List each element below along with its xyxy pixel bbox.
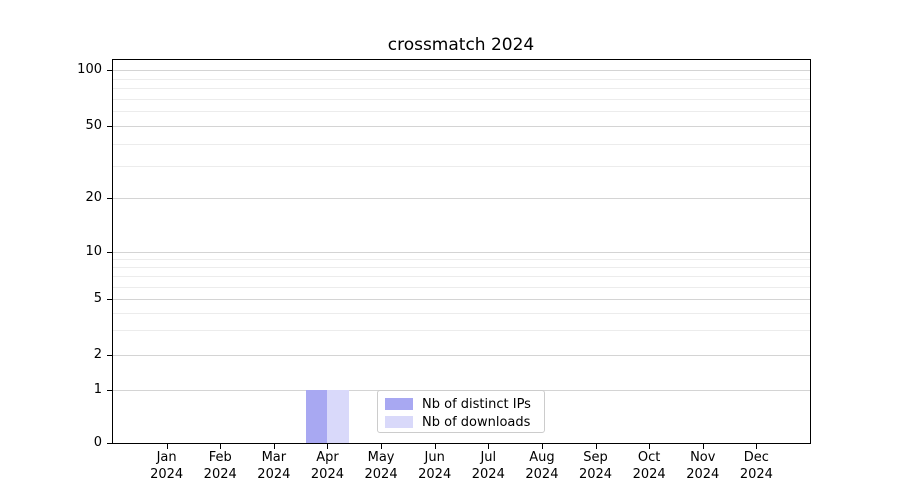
x-tick-month: Feb	[208, 450, 232, 465]
x-tick-month: Aug	[529, 450, 555, 465]
legend-label: Nb of distinct IPs	[422, 396, 531, 412]
legend-item: Nb of distinct IPs	[385, 395, 537, 413]
x-tick-month: Sep	[583, 450, 608, 465]
minor-gridline	[113, 259, 810, 260]
minor-gridline	[113, 99, 810, 100]
minor-gridline	[113, 267, 810, 268]
x-tick-month: Oct	[637, 450, 661, 465]
y-tick-label: 100	[77, 62, 102, 77]
x-tick-label: Mar 2024	[242, 449, 306, 483]
major-gridline	[113, 355, 810, 356]
x-tick-year: 2024	[471, 467, 505, 482]
x-tick-year: 2024	[525, 467, 559, 482]
x-tick-month: Dec	[743, 450, 769, 465]
chart-title: crossmatch 2024	[387, 35, 535, 55]
y-tick-label: 5	[93, 291, 102, 306]
y-tick-mark	[107, 252, 112, 253]
y-tick-label: 10	[85, 244, 102, 259]
minor-gridline	[113, 287, 810, 288]
minor-gridline	[113, 313, 810, 314]
y-tick-label: 50	[85, 118, 102, 133]
x-tick-year: 2024	[578, 467, 613, 482]
x-tick-mark	[273, 444, 275, 449]
x-tick-month: Jul	[480, 450, 497, 465]
x-tick-label: Nov 2024	[671, 449, 735, 483]
y-tick-mark	[107, 126, 112, 127]
x-tick-mark	[381, 444, 383, 449]
x-tick-mark	[649, 444, 651, 449]
minor-gridline	[113, 79, 810, 80]
y-tick-mark	[107, 299, 112, 300]
legend: Nb of distinct IPs Nb of downloads	[377, 390, 545, 433]
x-tick-month: May	[367, 450, 395, 465]
x-tick-mark	[756, 444, 758, 449]
y-tick-mark	[107, 443, 112, 444]
x-tick-label: Jun 2024	[403, 449, 467, 483]
major-gridline	[113, 252, 810, 253]
x-tick-mark	[541, 444, 543, 449]
major-gridline	[113, 299, 810, 300]
x-tick-year: 2024	[203, 467, 237, 482]
x-tick-mark	[434, 444, 436, 449]
x-tick-year: 2024	[364, 467, 398, 482]
x-tick-label: Apr 2024	[295, 449, 359, 483]
bar	[305, 390, 328, 443]
x-tick-label: Aug 2024	[510, 449, 574, 483]
x-tick-year: 2024	[150, 467, 184, 482]
x-tick-month: Jun	[424, 450, 445, 465]
minor-gridline	[113, 88, 810, 89]
x-tick-label: Jul 2024	[456, 449, 520, 483]
y-tick-mark	[107, 355, 112, 356]
plot-area: Nb of distinct IPs Nb of downloads	[112, 59, 811, 444]
x-tick-year: 2024	[686, 467, 720, 482]
x-tick-label: Oct 2024	[617, 449, 681, 483]
x-tick-month: Jan	[156, 450, 177, 465]
x-tick-label: Jan 2024	[135, 449, 199, 483]
x-tick-label: May 2024	[349, 449, 413, 483]
minor-gridline	[113, 111, 810, 112]
y-tick-mark	[107, 70, 112, 71]
x-tick-mark	[327, 444, 329, 449]
y-tick-label: 20	[85, 190, 102, 205]
x-tick-mark	[702, 444, 704, 449]
y-tick-mark	[107, 390, 112, 391]
x-tick-year: 2024	[739, 467, 773, 482]
major-gridline	[113, 70, 810, 71]
major-gridline	[113, 126, 810, 127]
minor-gridline	[113, 330, 810, 331]
x-tick-year: 2024	[310, 467, 344, 482]
legend-label: Nb of downloads	[422, 414, 531, 430]
legend-item: Nb of downloads	[385, 413, 537, 431]
legend-swatch	[385, 416, 413, 428]
y-tick-mark	[107, 198, 112, 199]
x-tick-year: 2024	[418, 467, 452, 482]
y-tick-label: 2	[93, 347, 102, 362]
minor-gridline	[113, 276, 810, 277]
x-tick-month: Mar	[261, 450, 287, 465]
x-tick-year: 2024	[257, 467, 291, 482]
bar	[327, 390, 349, 443]
x-tick-mark	[166, 444, 168, 449]
major-gridline	[113, 198, 810, 199]
y-tick-label: 0	[93, 435, 102, 450]
x-tick-mark	[220, 444, 222, 449]
x-tick-month: Nov	[690, 450, 716, 465]
x-tick-label: Dec 2024	[724, 449, 788, 483]
x-tick-mark	[488, 444, 490, 449]
y-tick-label: 1	[93, 382, 102, 397]
x-tick-label: Sep 2024	[564, 449, 628, 483]
minor-gridline	[113, 166, 810, 167]
x-tick-month: Apr	[316, 450, 339, 465]
x-tick-mark	[595, 444, 597, 449]
legend-swatch	[385, 398, 413, 410]
minor-gridline	[113, 144, 810, 145]
x-tick-label: Feb 2024	[188, 449, 252, 483]
x-tick-year: 2024	[632, 467, 666, 482]
